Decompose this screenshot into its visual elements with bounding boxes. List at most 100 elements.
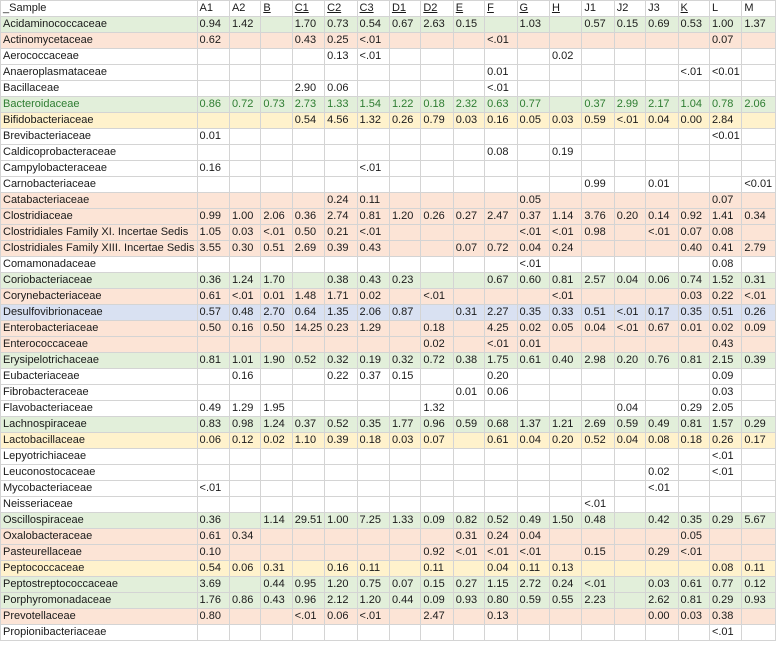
cell-value[interactable]: 0.51 bbox=[581, 304, 615, 321]
cell-value[interactable]: 0.07 bbox=[708, 192, 743, 209]
cell-value[interactable] bbox=[516, 80, 550, 97]
cell-value[interactable]: 0.99 bbox=[196, 208, 230, 225]
cell-value[interactable]: 0.16 bbox=[196, 160, 230, 177]
cell-value[interactable]: 0.54 bbox=[291, 112, 326, 129]
cell-value[interactable]: 1.37 bbox=[516, 416, 550, 433]
cell-value[interactable] bbox=[741, 224, 776, 241]
cell-value[interactable]: 0.83 bbox=[196, 416, 230, 433]
cell-value[interactable]: 0.01 bbox=[516, 336, 550, 353]
cell-value[interactable] bbox=[388, 464, 422, 481]
cell-value[interactable] bbox=[356, 336, 390, 353]
cell-value[interactable] bbox=[516, 368, 550, 385]
cell-value[interactable] bbox=[324, 624, 358, 641]
cell-value[interactable]: 0.04 bbox=[516, 432, 550, 449]
cell-value[interactable] bbox=[548, 336, 583, 353]
cell-value[interactable]: 0.24 bbox=[324, 192, 358, 209]
cell-value[interactable] bbox=[613, 192, 647, 209]
cell-value[interactable]: 1.21 bbox=[548, 416, 583, 433]
cell-value[interactable] bbox=[581, 464, 615, 481]
cell-value[interactable] bbox=[741, 336, 776, 353]
cell-value[interactable]: 0.57 bbox=[581, 16, 615, 33]
cell-value[interactable] bbox=[645, 496, 679, 513]
cell-value[interactable] bbox=[291, 368, 326, 385]
row-label[interactable]: Oscillospiraceae bbox=[0, 512, 198, 529]
cell-value[interactable]: 0.20 bbox=[484, 368, 518, 385]
cell-value[interactable] bbox=[548, 464, 583, 481]
cell-value[interactable]: 2.79 bbox=[741, 240, 776, 257]
cell-value[interactable] bbox=[708, 480, 743, 497]
row-label[interactable]: Clostridiales Family XI. Incertae Sedis bbox=[0, 224, 198, 241]
cell-value[interactable] bbox=[581, 624, 615, 641]
row-label[interactable]: Oxalobacteraceae bbox=[0, 528, 198, 545]
cell-value[interactable] bbox=[228, 112, 262, 129]
cell-value[interactable]: 0.81 bbox=[356, 208, 390, 225]
cell-value[interactable] bbox=[516, 32, 550, 49]
cell-value[interactable]: 0.10 bbox=[196, 544, 230, 561]
cell-value[interactable]: 0.24 bbox=[484, 528, 518, 545]
cell-value[interactable]: 0.24 bbox=[548, 240, 583, 257]
cell-value[interactable] bbox=[741, 448, 776, 465]
cell-value[interactable] bbox=[388, 544, 422, 561]
cell-value[interactable] bbox=[708, 144, 743, 161]
cell-value[interactable]: 0.86 bbox=[228, 592, 262, 609]
row-label[interactable]: Lepyotrichiaceae bbox=[0, 448, 198, 465]
cell-value[interactable] bbox=[613, 64, 647, 81]
cell-value[interactable]: 2.99 bbox=[613, 96, 647, 113]
cell-value[interactable]: 1.50 bbox=[548, 512, 583, 529]
cell-value[interactable] bbox=[420, 368, 454, 385]
cell-value[interactable]: 0.80 bbox=[196, 608, 230, 625]
cell-value[interactable]: 0.04 bbox=[613, 272, 647, 289]
cell-value[interactable]: 0.13 bbox=[548, 560, 583, 577]
cell-value[interactable] bbox=[291, 256, 326, 273]
cell-value[interactable]: 0.50 bbox=[291, 224, 326, 241]
cell-value[interactable] bbox=[484, 400, 518, 417]
cell-value[interactable]: 2.74 bbox=[324, 208, 358, 225]
row-label[interactable]: Campylobacteraceae bbox=[0, 160, 198, 177]
cell-value[interactable]: 0.31 bbox=[260, 560, 293, 577]
cell-value[interactable] bbox=[581, 192, 615, 209]
cell-value[interactable]: 7.25 bbox=[356, 512, 390, 529]
cell-value[interactable] bbox=[291, 464, 326, 481]
cell-value[interactable] bbox=[677, 368, 710, 385]
cell-value[interactable]: 2.05 bbox=[708, 400, 743, 417]
cell-value[interactable]: 0.43 bbox=[356, 272, 390, 289]
cell-value[interactable]: 0.37 bbox=[291, 416, 326, 433]
cell-value[interactable]: 0.05 bbox=[516, 112, 550, 129]
cell-value[interactable]: 0.06 bbox=[324, 80, 358, 97]
cell-value[interactable] bbox=[228, 64, 262, 81]
cell-value[interactable] bbox=[548, 624, 583, 641]
cell-value[interactable] bbox=[548, 400, 583, 417]
cell-value[interactable] bbox=[452, 320, 486, 337]
cell-value[interactable]: 1.00 bbox=[324, 512, 358, 529]
cell-value[interactable] bbox=[228, 464, 262, 481]
cell-value[interactable]: <.01 bbox=[548, 288, 583, 305]
cell-value[interactable]: 0.15 bbox=[388, 368, 422, 385]
cell-value[interactable]: 0.40 bbox=[548, 352, 583, 369]
cell-value[interactable]: 0.78 bbox=[708, 96, 743, 113]
cell-value[interactable] bbox=[484, 48, 518, 65]
cell-value[interactable] bbox=[291, 544, 326, 561]
row-label[interactable]: Clostridiaceae bbox=[0, 208, 198, 225]
cell-value[interactable] bbox=[260, 528, 293, 545]
cell-value[interactable] bbox=[613, 448, 647, 465]
cell-value[interactable]: 0.99 bbox=[581, 176, 615, 193]
cell-value[interactable] bbox=[677, 80, 710, 97]
cell-value[interactable]: 0.57 bbox=[196, 304, 230, 321]
cell-value[interactable] bbox=[388, 64, 422, 81]
cell-value[interactable] bbox=[291, 528, 326, 545]
cell-value[interactable] bbox=[452, 368, 486, 385]
cell-value[interactable]: 0.12 bbox=[741, 576, 776, 593]
cell-value[interactable]: 0.27 bbox=[452, 208, 486, 225]
cell-value[interactable]: 1.20 bbox=[388, 208, 422, 225]
cell-value[interactable] bbox=[484, 448, 518, 465]
cell-value[interactable]: 0.67 bbox=[484, 272, 518, 289]
cell-value[interactable] bbox=[196, 464, 230, 481]
header-col-k[interactable]: K bbox=[677, 0, 710, 17]
cell-value[interactable] bbox=[228, 128, 262, 145]
cell-value[interactable] bbox=[548, 544, 583, 561]
cell-value[interactable]: 0.81 bbox=[677, 352, 710, 369]
cell-value[interactable]: 0.87 bbox=[388, 304, 422, 321]
cell-value[interactable]: <.01 bbox=[260, 224, 293, 241]
cell-value[interactable] bbox=[741, 384, 776, 401]
cell-value[interactable] bbox=[516, 144, 550, 161]
